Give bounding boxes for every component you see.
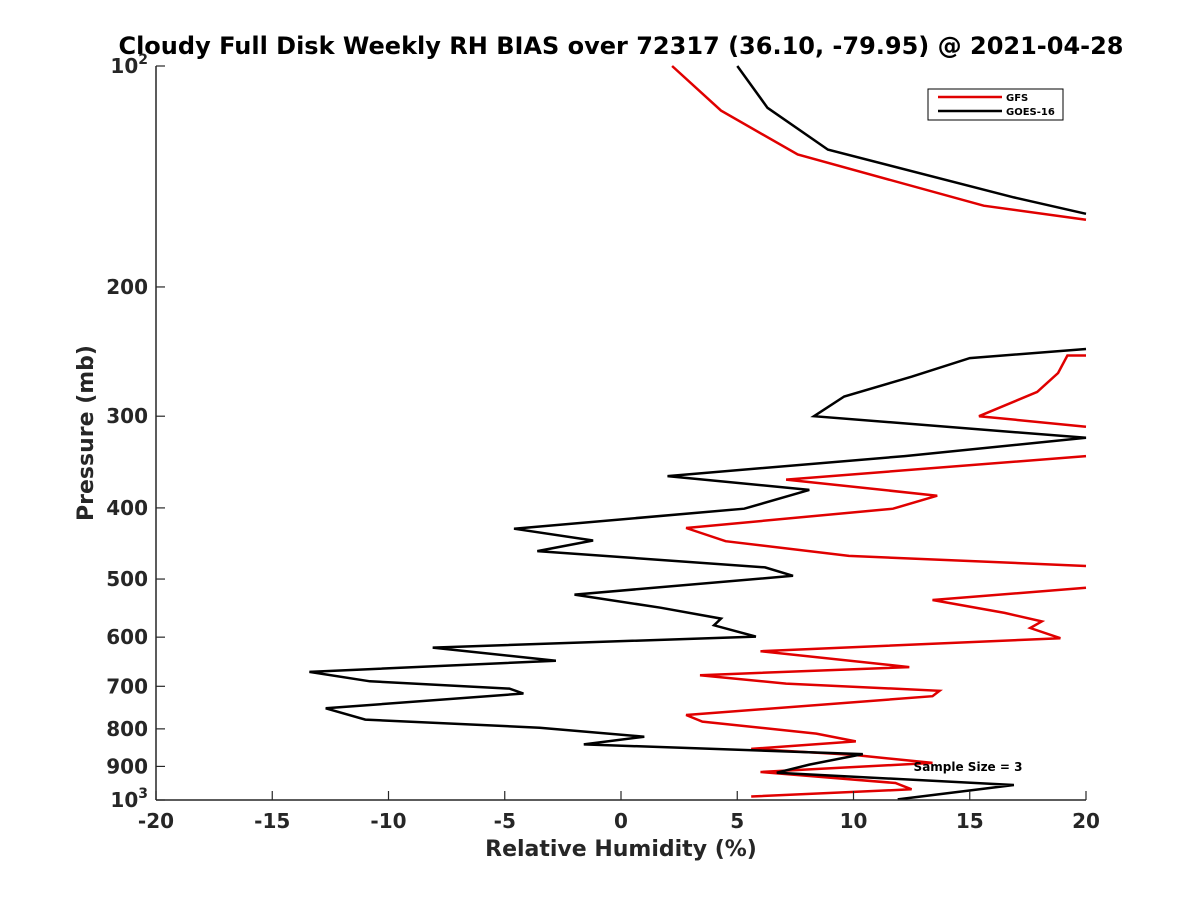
y-tick-label: 600 — [106, 625, 148, 649]
legend-label-gfs: GFS — [1006, 93, 1028, 104]
y-tick-label: 102 — [110, 52, 148, 78]
sample-size-annotation: Sample Size = 3 — [914, 760, 1023, 774]
x-tick-label: -10 — [370, 809, 406, 833]
x-tick-label: 20 — [1072, 809, 1100, 833]
legend-label-goes16: GOES-16 — [1006, 107, 1055, 118]
legend-box — [927, 88, 1064, 121]
series-line-gfs — [685, 586, 1087, 798]
series-line-goes-16 — [736, 65, 1087, 216]
x-axis-ticks: -20 -15 -10 -5 0 5 10 15 20 — [138, 791, 1100, 833]
y-axis-ticks: 102 200 300 400 500 600 700 800 900 103 — [106, 52, 165, 812]
y-tick-label: 300 — [106, 404, 148, 428]
x-tick-label: -5 — [494, 809, 516, 833]
y-tick-label: 900 — [106, 754, 148, 778]
y-tick-label: 103 — [110, 786, 148, 812]
chart-title: Cloudy Full Disk Weekly RH BIAS over 723… — [118, 32, 1123, 60]
series-line-gfs — [671, 65, 1087, 222]
series-line-gfs — [685, 454, 1087, 568]
y-axis-label: Pressure (mb) — [74, 345, 99, 521]
legend: GFS GOES-16 — [927, 88, 1064, 121]
y-tick-label: 800 — [106, 717, 148, 741]
series-line-gfs — [978, 354, 1087, 428]
y-tick-label: 200 — [106, 275, 148, 299]
y-tick-label: 500 — [106, 567, 148, 591]
x-tick-label: 15 — [956, 809, 984, 833]
x-tick-label: -20 — [138, 809, 174, 833]
x-tick-label: -15 — [254, 809, 290, 833]
y-tick-label: 400 — [106, 496, 148, 520]
y-tick-label: 700 — [106, 674, 148, 698]
x-tick-label: 10 — [840, 809, 868, 833]
x-tick-label: 5 — [730, 809, 744, 833]
plot-area — [309, 65, 1087, 801]
x-tick-label: 0 — [614, 809, 628, 833]
series-line-goes-16 — [309, 347, 1087, 801]
x-axis-label: Relative Humidity (%) — [485, 837, 757, 862]
